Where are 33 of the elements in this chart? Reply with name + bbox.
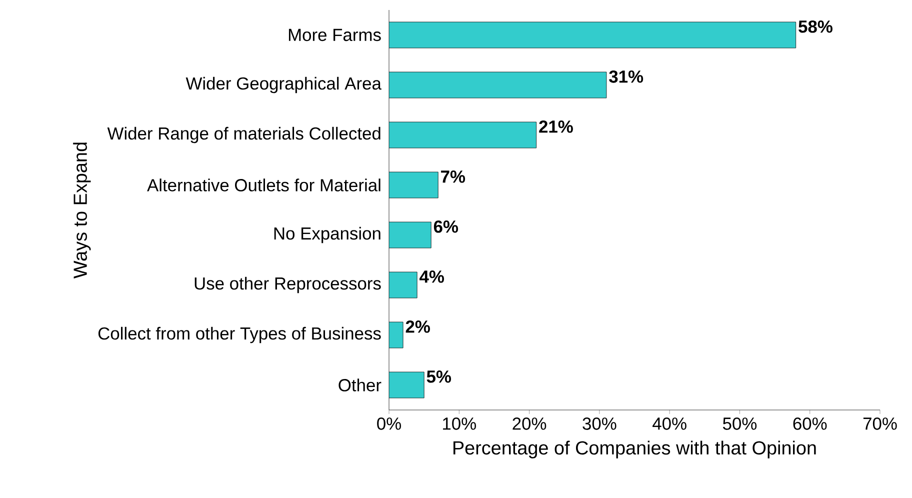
data-label: 2% [406,320,430,333]
x-tick-label: 70% [863,418,897,430]
x-tick-label: 50% [722,418,757,430]
bar [389,72,607,98]
x-tick-label: 0% [377,418,401,430]
y-tick-label: More Farms [288,28,381,42]
y-tick-label: No Expansion [274,226,380,244]
bar [389,222,432,248]
x-tick-label: 20% [512,418,546,430]
bar [389,372,424,398]
y-tick-label: Wider Range of materials Collected [107,126,380,144]
bar [389,122,537,148]
x-tick-label: 60% [793,418,827,430]
y-tick-label: Collect from other Types of Business [98,326,381,344]
x-tick-label: 10% [443,418,476,430]
bar [389,272,418,298]
y-axis-title: Ways to Expand [73,142,91,278]
y-tick-label: Use other Reprocessors [194,276,381,294]
y-tick-label: Wider Geographical Area [186,76,382,94]
y-tick-label: Alternative Outlets for Material [147,178,380,192]
y-tick-label: Other [338,378,382,392]
data-label: 4% [420,270,444,283]
data-label: 58% [798,20,832,33]
x-tick-label: 40% [652,418,686,430]
data-label: 31% [609,70,644,83]
data-label: 7% [441,170,466,183]
x-axis-title: Percentage of Companies with that Opinion [453,440,816,458]
bar [389,22,796,48]
data-label: 6% [434,220,458,233]
data-label: 21% [539,120,573,133]
bar [389,172,438,198]
x-tick-label: 30% [582,418,616,430]
data-label: 5% [426,370,452,383]
